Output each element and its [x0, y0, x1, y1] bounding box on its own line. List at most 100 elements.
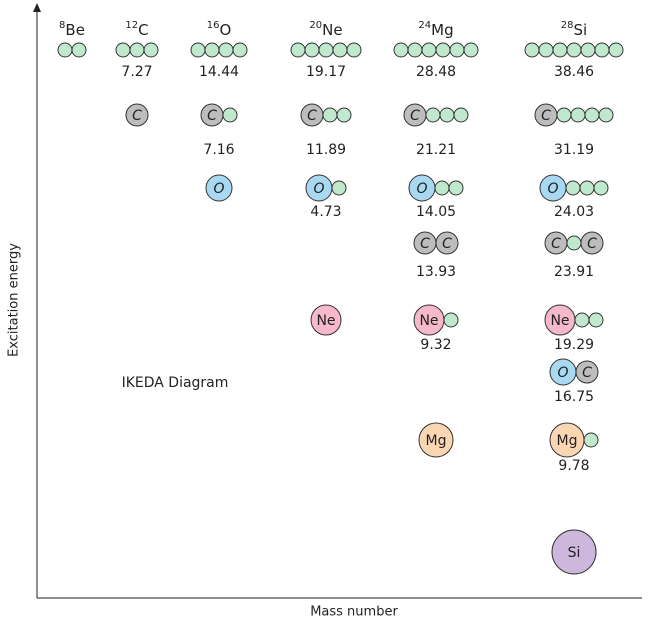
cluster-label: Si: [568, 545, 581, 561]
cluster-label: O: [416, 181, 427, 197]
alpha-cluster: [290, 42, 306, 58]
alpha-cluster: [204, 42, 220, 58]
threshold-energy: 9.32: [420, 337, 451, 353]
cluster-label: Mg: [426, 433, 447, 449]
cluster-label: Ne: [550, 313, 569, 329]
cluster-label: O: [547, 181, 558, 197]
cluster-label: C: [587, 236, 597, 252]
mass-number: 20: [309, 20, 322, 31]
element-symbol: Mg: [431, 21, 453, 39]
alpha-cluster: [71, 42, 87, 58]
alpha-cluster: [331, 180, 347, 196]
mass-number: 16: [207, 20, 220, 31]
element-symbol: O: [219, 21, 231, 39]
alpha-cluster: [566, 42, 582, 58]
cluster-label: C: [420, 236, 430, 252]
threshold-energy: 28.48: [416, 64, 456, 80]
element-symbol: Ne: [322, 21, 342, 39]
alpha-cluster: [524, 42, 540, 58]
alpha-cluster: [336, 107, 352, 123]
cluster-label: C: [307, 108, 317, 124]
cluster-label: Ne: [316, 313, 335, 329]
x-axis-label: Mass number: [310, 605, 398, 620]
threshold-energy: 4.73: [310, 204, 341, 220]
alpha-cluster: [421, 42, 437, 58]
element-symbol: Be: [65, 21, 85, 39]
alpha-cluster: [407, 42, 423, 58]
alpha-cluster: [556, 107, 572, 123]
alpha-cluster: [593, 180, 609, 196]
alpha-cluster: [608, 42, 624, 58]
cluster-label: Ne: [419, 313, 438, 329]
alpha-cluster: [232, 42, 248, 58]
alpha-cluster: [129, 42, 145, 58]
cluster-label: O: [313, 181, 324, 197]
alpha-cluster: [453, 107, 469, 123]
element-symbol: Si: [574, 21, 588, 39]
alpha-cluster: [190, 42, 206, 58]
threshold-energy: 38.46: [554, 64, 594, 80]
nucleus-label: 12C: [125, 20, 148, 39]
core-cluster: [575, 360, 599, 384]
core-cluster: [435, 231, 459, 255]
element-symbol: C: [138, 21, 148, 39]
threshold-energy: 16.75: [554, 389, 594, 405]
threshold-energy: 21.21: [416, 142, 456, 158]
alpha-cluster: [574, 312, 590, 328]
cluster-label: C: [442, 236, 452, 252]
alpha-cluster: [434, 180, 450, 196]
cluster-label: C: [551, 236, 561, 252]
alpha-cluster: [332, 42, 348, 58]
core-cluster: [551, 529, 597, 575]
alpha-cluster: [570, 107, 586, 123]
alpha-cluster: [439, 107, 455, 123]
cluster-label: Mg: [557, 433, 578, 449]
alpha-cluster: [346, 42, 362, 58]
core-cluster: [310, 304, 342, 336]
threshold-energy: 9.78: [558, 458, 589, 474]
threshold-energy: 19.17: [306, 64, 346, 80]
mass-number: 8: [59, 20, 65, 31]
alpha-cluster: [566, 235, 582, 251]
cluster-label: C: [132, 108, 142, 124]
nucleus-label: 16O: [207, 20, 232, 39]
threshold-energy: 24.03: [554, 204, 594, 220]
nucleus-label: 24Mg: [418, 20, 453, 39]
alpha-cluster: [584, 107, 600, 123]
y-arrow: [33, 3, 41, 12]
diagram-title: IKEDA Diagram: [122, 375, 229, 391]
alpha-cluster: [580, 42, 596, 58]
core-cluster: [125, 103, 149, 127]
alpha-cluster: [448, 180, 464, 196]
alpha-cluster: [588, 312, 604, 328]
alpha-cluster: [598, 107, 614, 123]
alpha-cluster: [393, 42, 409, 58]
nucleus-label: 20Ne: [309, 20, 342, 39]
mass-number: 28: [561, 20, 574, 31]
alpha-cluster: [443, 312, 459, 328]
threshold-energy: 23.91: [554, 264, 594, 280]
alpha-cluster: [565, 180, 581, 196]
threshold-energy: 11.89: [306, 142, 346, 158]
cluster-label: C: [410, 108, 420, 124]
threshold-energy: 7.27: [121, 64, 152, 80]
alpha-cluster: [594, 42, 610, 58]
core-cluster: [205, 174, 233, 202]
alpha-cluster: [115, 42, 131, 58]
alpha-cluster: [583, 432, 599, 448]
cluster-label: O: [213, 181, 224, 197]
alpha-cluster: [579, 180, 595, 196]
core-cluster: [580, 231, 604, 255]
alpha-cluster: [304, 42, 320, 58]
threshold-energy: 31.19: [554, 142, 594, 158]
cluster-label: C: [207, 108, 217, 124]
alpha-cluster: [435, 42, 451, 58]
alpha-cluster: [449, 42, 465, 58]
alpha-cluster: [322, 107, 338, 123]
threshold-energy: 14.44: [199, 64, 239, 80]
threshold-energy: 14.05: [416, 204, 456, 220]
core-cluster: [418, 422, 454, 458]
mass-number: 12: [125, 20, 138, 31]
